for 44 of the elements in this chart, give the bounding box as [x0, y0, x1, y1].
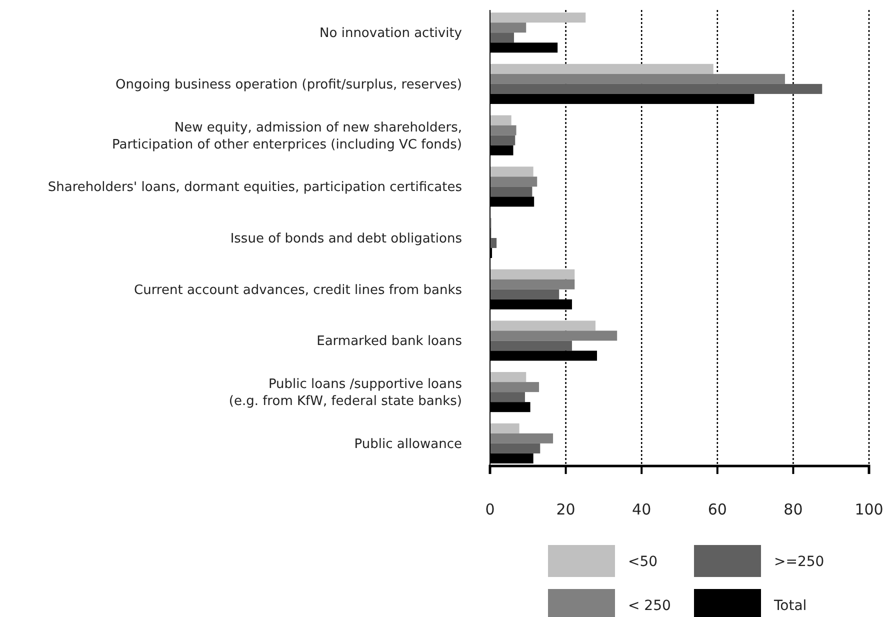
y-tick-label: Public allowance	[354, 436, 462, 452]
x-tick-label: 100	[854, 500, 884, 519]
bar	[490, 433, 554, 444]
bar	[490, 443, 540, 454]
legend-label: >=250	[774, 554, 824, 570]
bar	[490, 423, 520, 434]
bar	[490, 279, 575, 290]
bar	[490, 340, 572, 351]
bar	[490, 320, 596, 331]
x-tick-label: 40	[632, 500, 652, 519]
bar	[490, 125, 516, 136]
bar	[490, 238, 497, 248]
x-tick-label: 80	[784, 500, 803, 519]
y-tick-label: No innovation activity	[320, 26, 462, 42]
bar	[490, 74, 785, 84]
bar	[490, 115, 512, 126]
bar	[490, 32, 514, 43]
bar	[490, 64, 714, 74]
x-tick-label: 0	[485, 500, 495, 519]
bar	[490, 12, 586, 23]
legend-label: <50	[628, 554, 658, 570]
y-tick-label: New equity, admission of new shareholders, Participation of other enterprices (including VC fonds)	[112, 120, 462, 152]
bar	[490, 186, 532, 197]
bar	[490, 84, 822, 94]
y-tick-label: Public loans /supportive loans (e.g. from KfW, federal state banks)	[228, 377, 462, 410]
x-tick-label: 20	[556, 500, 576, 519]
legend-label: Total	[773, 598, 807, 614]
bar	[490, 269, 575, 280]
bar	[490, 166, 534, 177]
bar	[490, 289, 560, 300]
bar	[490, 392, 525, 402]
x-tick-label: 60	[708, 500, 727, 519]
bar	[490, 382, 540, 392]
bar	[490, 135, 516, 146]
bar	[490, 22, 526, 33]
bar	[490, 330, 618, 341]
bar	[490, 176, 538, 187]
y-tick-label: Issue of bonds and debt obligations	[230, 232, 462, 246]
y-tick-label: Earmarked bank loans	[316, 334, 462, 350]
y-tick-label: Shareholders' loans, dormant equities, participation certificates	[48, 180, 462, 196]
y-tick-label: Current account advances, credit lines from banks	[134, 282, 462, 298]
y-tick-label: Ongoing business operation (profit/surplus, reserves)	[116, 77, 462, 92]
bar	[490, 372, 526, 382]
legend-label: < 250	[628, 598, 671, 614]
